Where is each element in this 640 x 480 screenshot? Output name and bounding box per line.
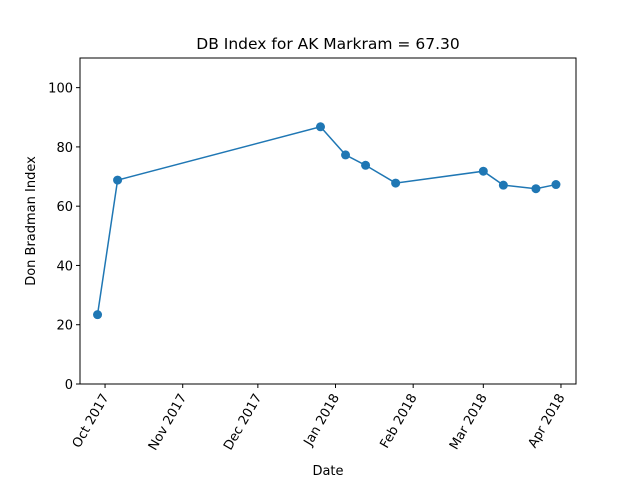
y-tick-label: 80 bbox=[56, 141, 73, 156]
y-tick-label: 100 bbox=[48, 82, 73, 97]
data-point bbox=[478, 166, 488, 176]
y-axis: 0 20 40 60 80 100 bbox=[48, 82, 80, 393]
x-tick-label: Jan 2018 bbox=[301, 392, 343, 450]
data-point bbox=[113, 175, 123, 185]
x-tick-label: Dec 2017 bbox=[221, 392, 265, 454]
series-line bbox=[96, 125, 557, 315]
x-axis: Oct 2017 Nov 2017 Dec 2017 Jan 2018 Feb 2018… bbox=[70, 384, 569, 454]
data-point bbox=[361, 160, 371, 170]
x-tick-label: Nov 2017 bbox=[146, 392, 190, 454]
plot-frame bbox=[79, 57, 577, 385]
y-axis-label: Don Bradman Index bbox=[24, 156, 39, 286]
data-point bbox=[531, 184, 541, 194]
y-tick-label: 0 bbox=[65, 378, 73, 393]
data-point bbox=[93, 310, 103, 320]
x-tick-label: Mar 2018 bbox=[447, 392, 491, 453]
y-tick-label: 60 bbox=[56, 200, 73, 215]
x-tick-label: Feb 2018 bbox=[378, 392, 421, 452]
data-point bbox=[498, 180, 508, 190]
data-point bbox=[341, 150, 351, 160]
data-point bbox=[391, 178, 401, 188]
chart-title: DB Index for AK Markram = 67.30 bbox=[196, 35, 459, 53]
x-axis-label: Date bbox=[312, 464, 343, 479]
x-tick-label: Oct 2017 bbox=[70, 392, 113, 451]
data-point bbox=[551, 180, 561, 190]
y-tick-label: 20 bbox=[56, 319, 73, 334]
y-tick-label: 40 bbox=[56, 259, 73, 274]
plot-area bbox=[93, 122, 561, 320]
x-tick-label: Apr 2018 bbox=[526, 392, 569, 451]
data-point bbox=[315, 122, 325, 132]
